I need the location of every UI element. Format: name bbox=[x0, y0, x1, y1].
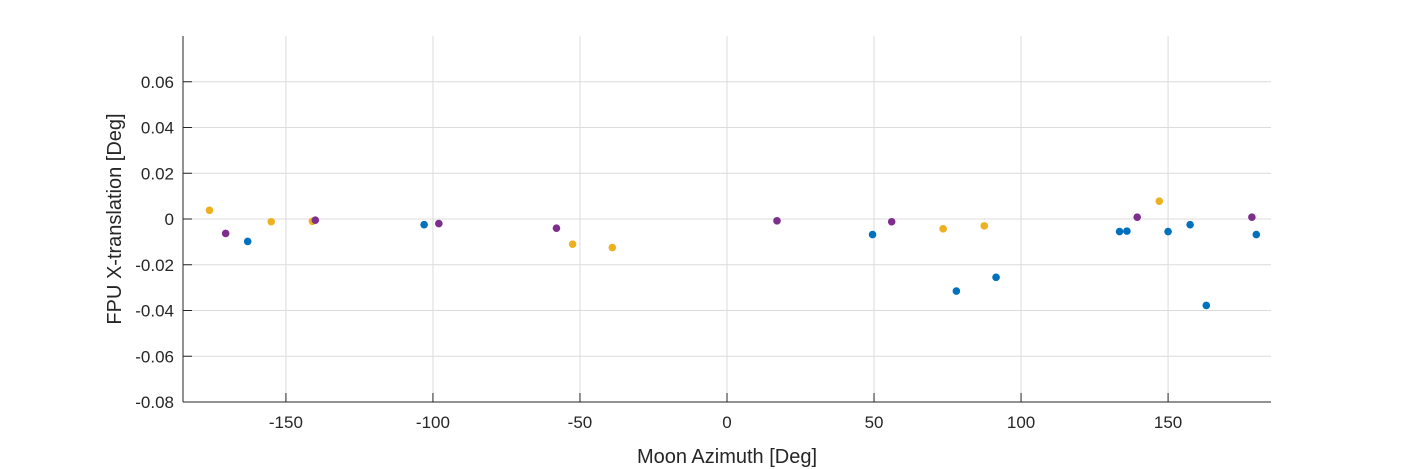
data-point bbox=[887, 217, 896, 226]
data-point bbox=[992, 273, 1000, 282]
y-tick-label: 0.02 bbox=[141, 164, 174, 183]
data-point bbox=[952, 287, 961, 295]
y-tick-label: -0.06 bbox=[135, 347, 174, 366]
axes bbox=[182, 36, 1271, 403]
y-tick-label: 0 bbox=[165, 210, 174, 229]
x-axis-title: Moon Azimuth [Deg] bbox=[637, 446, 817, 468]
data-point bbox=[1186, 220, 1194, 229]
y-tick-label: -0.04 bbox=[135, 302, 174, 321]
data-point bbox=[868, 230, 877, 239]
data-point bbox=[608, 243, 617, 252]
y-tick-label: 0.04 bbox=[141, 119, 174, 138]
y-tick-label: -0.08 bbox=[135, 393, 174, 412]
y-tick-label: 0.06 bbox=[141, 73, 174, 92]
data-point bbox=[267, 217, 276, 226]
data-points bbox=[205, 197, 1261, 310]
data-point bbox=[552, 224, 561, 232]
data-point bbox=[1164, 227, 1172, 236]
data-point bbox=[1123, 227, 1131, 235]
data-point bbox=[1155, 197, 1164, 205]
data-point bbox=[773, 217, 781, 225]
x-tick-label: -50 bbox=[568, 413, 593, 432]
data-point bbox=[205, 206, 214, 215]
data-point bbox=[980, 222, 989, 230]
data-point bbox=[420, 220, 428, 229]
x-tick-label: -100 bbox=[416, 413, 450, 432]
data-point bbox=[435, 219, 443, 228]
data-point bbox=[311, 216, 320, 224]
x-tick-label: 150 bbox=[1154, 413, 1182, 432]
y-tick-label: -0.02 bbox=[135, 256, 174, 275]
data-point bbox=[1133, 213, 1142, 221]
x-tick-label: 0 bbox=[722, 413, 731, 432]
x-tick-label: -150 bbox=[269, 413, 303, 432]
data-point bbox=[1252, 230, 1261, 239]
data-point bbox=[1248, 213, 1256, 221]
data-point bbox=[1115, 227, 1124, 236]
tick-labels: -150 -100 -50 0 50 100 150 -0.08 -0.06 -0.04 -0.02… bbox=[135, 73, 1182, 432]
x-tick-label: 50 bbox=[865, 413, 884, 432]
grid bbox=[183, 36, 1271, 403]
data-point bbox=[1202, 301, 1211, 310]
y-axis-title: FPU X-translation [Deg] bbox=[104, 113, 126, 324]
data-point bbox=[221, 229, 230, 238]
x-tick-label: 100 bbox=[1007, 413, 1035, 432]
data-point bbox=[939, 225, 947, 233]
data-point bbox=[243, 237, 252, 246]
data-point bbox=[568, 240, 577, 248]
